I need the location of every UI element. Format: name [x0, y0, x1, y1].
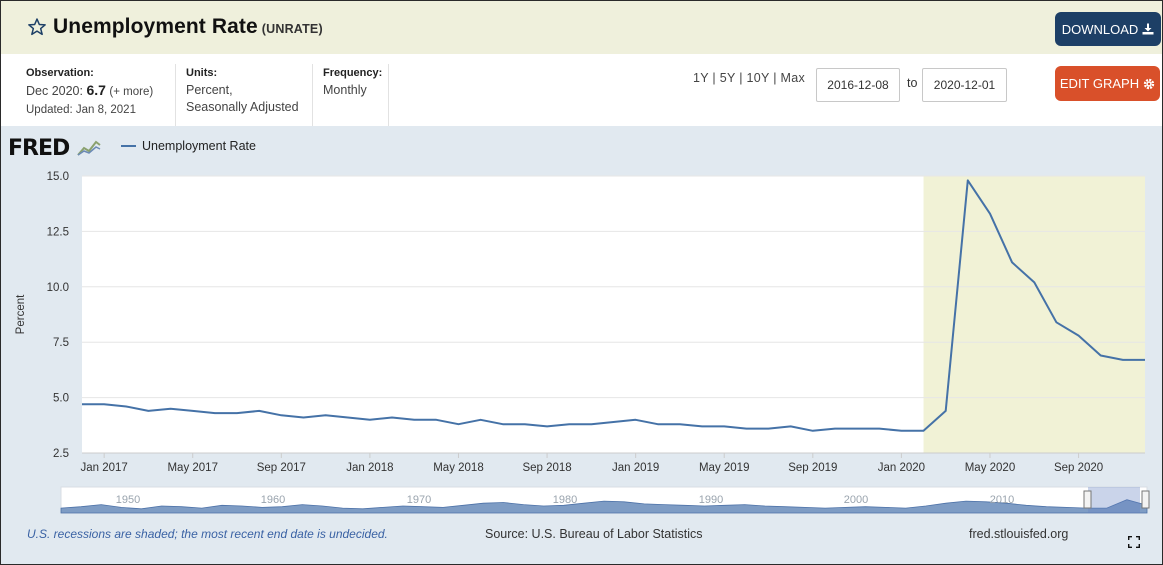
legend-label: Unemployment Rate [142, 139, 256, 153]
graph-header: Unemployment Rate (UNRATE) DOWNLOAD [1, 1, 1162, 54]
x-tick-label: Sep 2020 [1054, 462, 1103, 474]
x-tick-label: Jan 2020 [878, 462, 925, 474]
x-tick-label: May 2019 [699, 462, 750, 474]
y-tick-label: 12.5 [47, 226, 69, 238]
observation-value: 6.7 [86, 82, 106, 98]
chart-svg: 15.0 12.5 10.0 7.5 5.0 2.5 Percent Jan 2017 May … [15, 171, 1150, 514]
frequency-block: Frequency: Monthly [323, 66, 382, 99]
x-tick-label: May 2020 [965, 462, 1016, 474]
observation-block: Observation: Dec 2020: 6.7 (+ more) Upda… [26, 66, 153, 119]
gear-icon [1143, 78, 1155, 89]
x-tick-label: Jan 2018 [346, 462, 393, 474]
fullscreen-icon[interactable] [1128, 536, 1140, 548]
star-icon[interactable] [27, 17, 47, 37]
fred-logo: FRED [8, 136, 102, 161]
units-line1: Percent, [186, 83, 233, 97]
to-label: to [907, 76, 918, 90]
edit-graph-button[interactable]: EDIT GRAPH [1055, 66, 1160, 101]
x-tick-label: May 2018 [433, 462, 484, 474]
y-tick-label: 2.5 [53, 448, 69, 460]
recession-note: U.S. recessions are shaded; the most rec… [27, 527, 388, 541]
meta-divider [388, 64, 389, 126]
frequency-value: Monthly [323, 83, 367, 97]
page-title: Unemployment Rate (UNRATE) [53, 15, 323, 39]
chart-legend: Unemployment Rate [121, 139, 256, 153]
navigator-year-label: 2010 [990, 494, 1014, 506]
x-tick-label: Sep 2018 [522, 462, 571, 474]
download-label: DOWNLOAD [1061, 21, 1139, 37]
navigator-handle-right[interactable] [1141, 490, 1150, 509]
units-block: Units: Percent, Seasonally Adjusted [186, 66, 299, 116]
series-title: Unemployment Rate [53, 15, 258, 38]
frequency-label: Frequency: [323, 67, 383, 79]
series-meta: Observation: Dec 2020: 6.7 (+ more) Upda… [1, 54, 1162, 126]
x-tick-label: May 2017 [167, 462, 218, 474]
units-line2: Seasonally Adjusted [186, 100, 299, 114]
y-tick-label: 10.0 [47, 282, 69, 294]
navigator-history-area [60, 499, 1148, 514]
updated-date: Updated: Jan 8, 2021 [26, 104, 136, 116]
navigator-year-label: 1950 [116, 494, 140, 506]
series-id: (UNRATE) [261, 22, 323, 36]
observation-date: Dec 2020: [26, 84, 83, 98]
meta-divider [312, 64, 313, 126]
units-label: Units: [186, 67, 218, 79]
fred-logo-text: FRED [8, 136, 70, 161]
y-tick-label: 5.0 [53, 393, 69, 405]
x-tick-label: Sep 2019 [788, 462, 837, 474]
navigator-handle-left[interactable] [1083, 490, 1092, 509]
end-date-input[interactable]: 2020-12-01 [922, 68, 1007, 102]
y-tick-label: 15.0 [47, 171, 69, 183]
observation-more-link[interactable]: (+ more) [109, 86, 154, 98]
legend-line-swatch [121, 145, 136, 147]
navigator-year-label: 1990 [699, 494, 723, 506]
observation-label: Observation: [26, 67, 94, 79]
start-date-input[interactable]: 2016-12-08 [816, 68, 900, 102]
meta-divider [175, 64, 176, 126]
download-icon [1142, 23, 1154, 35]
edit-graph-label: EDIT GRAPH [1059, 76, 1140, 91]
source-text: Source: U.S. Bureau of Labor Statistics [485, 527, 703, 541]
recession-shading [923, 176, 1145, 453]
x-tick-label: Sep 2017 [257, 462, 306, 474]
x-tick-label: Jan 2017 [80, 462, 127, 474]
chart-panel: FRED Unemployment Rate 15.0 12.5 10.0 7.5 5.… [1, 126, 1162, 564]
navigator-year-label: 2000 [844, 494, 868, 506]
y-axis-label: Percent [15, 294, 27, 334]
navigator-year-label: 1970 [407, 494, 431, 506]
x-tick-label: Jan 2019 [612, 462, 659, 474]
series-line-unemployment-rate [82, 179, 1145, 432]
y-tick-label: 7.5 [53, 337, 69, 349]
navigator-year-label: 1960 [261, 494, 285, 506]
navigator-year-label: 1980 [553, 494, 577, 506]
fred-logo-chart-icon [77, 140, 101, 156]
range-links[interactable]: 1Y | 5Y | 10Y | Max [693, 71, 806, 85]
navigator-selection[interactable] [1088, 487, 1140, 513]
download-button[interactable]: DOWNLOAD [1055, 12, 1161, 46]
site-link[interactable]: fred.stlouisfed.org [969, 527, 1069, 541]
